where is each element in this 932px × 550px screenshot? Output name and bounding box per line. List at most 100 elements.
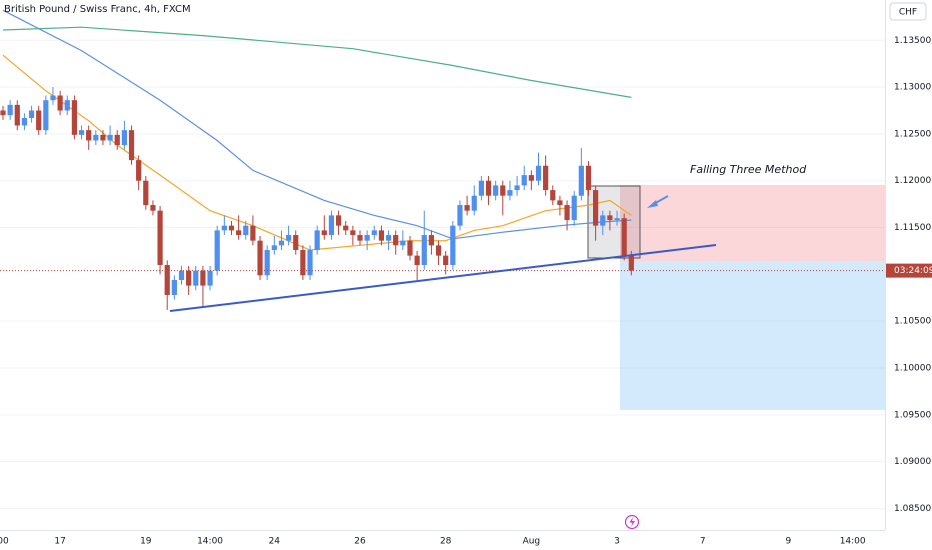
x-tick-label: 19 — [140, 537, 152, 547]
x-tick-label: 9 — [786, 537, 792, 547]
candle-body — [457, 205, 463, 226]
candle-body — [193, 270, 199, 286]
stop-zone[interactable] — [620, 185, 885, 261]
candle-body — [28, 110, 35, 118]
candle-body — [571, 195, 577, 221]
candle-body — [400, 240, 406, 246]
y-tick-label: 1.10500 — [894, 317, 931, 327]
currency-box[interactable] — [889, 2, 927, 21]
candle-body — [50, 95, 56, 101]
y-tick-label: 1.11500 — [894, 223, 931, 233]
y-tick-label: 1.09000 — [894, 457, 931, 467]
candle-body — [214, 230, 220, 271]
candle-body — [164, 265, 170, 295]
candle-body — [14, 104, 20, 126]
candle-body — [385, 235, 392, 241]
candle-body — [364, 235, 370, 241]
y-tick-label: 1.09500 — [894, 410, 931, 420]
chart-title: British Pound / Swiss Franc, 4h, FXCM — [4, 4, 191, 15]
annotation: Falling Three Method — [690, 163, 807, 176]
candle-body — [550, 190, 556, 201]
x-tick-label: 3 — [614, 537, 620, 547]
moving-average — [2, 9, 632, 240]
candle-body — [521, 175, 527, 186]
candle-body — [407, 240, 413, 256]
candle-body — [157, 210, 163, 265]
candle-body — [286, 235, 292, 241]
candle-body — [328, 215, 335, 236]
candle-body — [36, 110, 42, 131]
candle-body — [428, 235, 434, 246]
candle-body — [350, 230, 356, 236]
candle-body — [435, 245, 442, 256]
candle-body — [300, 250, 306, 276]
candle-body — [614, 218, 620, 221]
candle-body — [207, 270, 213, 286]
candle-body — [7, 104, 13, 116]
candle-body — [485, 180, 492, 196]
candle-body — [64, 100, 70, 111]
candle-body — [528, 175, 534, 181]
candle-body — [535, 165, 542, 181]
x-tick-label: 14:00 — [197, 537, 223, 547]
candle-body — [0, 110, 6, 116]
y-tick-label: 1.12000 — [894, 176, 931, 186]
candle-body — [150, 205, 156, 211]
candle-body — [236, 230, 242, 236]
candle-body — [371, 230, 377, 236]
candle-body — [264, 250, 270, 276]
candle-body — [450, 225, 456, 265]
y-tick-label: 1.13000 — [894, 83, 931, 93]
x-tick-label: 14:00 — [840, 537, 866, 547]
event-icon-bolt — [629, 517, 635, 527]
x-tick-label: 28 — [440, 537, 452, 547]
candle-body — [578, 165, 584, 196]
candle-body — [43, 100, 49, 131]
candle-body — [564, 205, 570, 221]
candle-body — [171, 279, 177, 295]
candle-body — [600, 215, 606, 226]
trend-line[interactable] — [169, 244, 717, 312]
x-tick-label: 24 — [269, 537, 281, 547]
candle-body — [421, 235, 427, 265]
moving-average — [2, 26, 632, 98]
candle-body — [278, 240, 285, 246]
axis-labels: 1.13500 1.13000 1.12500 1.12000 1.11500 1.105… — [0, 36, 932, 547]
candle-body — [178, 270, 185, 280]
candle-body — [200, 270, 206, 286]
candle-body — [514, 185, 520, 191]
candle-body — [250, 225, 256, 241]
x-tick-label: Aug — [523, 537, 541, 547]
candle-body — [186, 270, 192, 286]
candle-body — [607, 215, 613, 221]
candle-body — [143, 180, 149, 206]
target-zone[interactable] — [620, 261, 885, 410]
candle-body — [393, 235, 399, 246]
candle-body — [343, 225, 349, 231]
candle-body — [114, 134, 120, 146]
x-tick-label: 00 — [0, 537, 9, 547]
candle-body — [86, 130, 92, 141]
candle-body — [257, 240, 263, 276]
candle-body — [314, 230, 320, 251]
x-tick-label: 17 — [54, 537, 65, 547]
candle-body — [335, 215, 342, 226]
candle-body — [243, 225, 249, 236]
candle-body — [464, 205, 470, 211]
countdown-box — [886, 263, 932, 278]
candle-body — [107, 134, 113, 141]
candle-body — [100, 134, 106, 141]
candle-body — [57, 95, 63, 111]
candle-body — [307, 250, 313, 276]
y-tick-label: 1.08500 — [894, 504, 931, 514]
candle-body — [557, 200, 563, 206]
candle-body — [593, 190, 599, 226]
candle-body — [471, 195, 477, 211]
x-tick-label: 26 — [354, 537, 366, 547]
candle-body — [628, 255, 634, 271]
candle-body — [543, 165, 549, 191]
candle-body — [121, 130, 127, 146]
candle-body — [293, 235, 299, 251]
arrow-head — [647, 200, 658, 208]
